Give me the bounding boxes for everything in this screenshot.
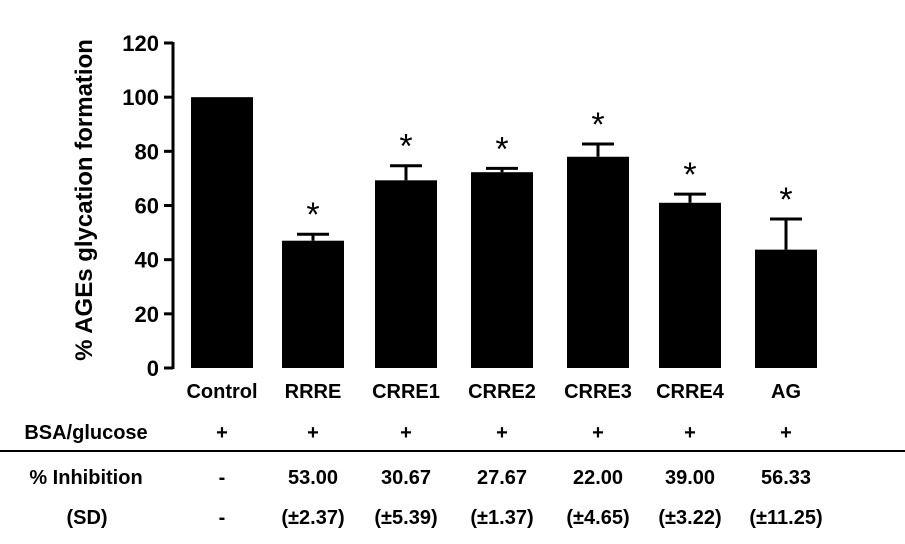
table-cell: + <box>400 422 412 444</box>
table-cell: (±5.39) <box>374 507 437 529</box>
table-cell: (±4.65) <box>566 507 629 529</box>
category-label: AG <box>771 381 801 403</box>
table-cell: + <box>780 422 792 444</box>
table-cell: 27.67 <box>477 467 527 489</box>
significance-marker: * <box>683 156 696 194</box>
table-cell: + <box>496 422 508 444</box>
y-tick-label: 40 <box>135 248 159 273</box>
table-cell: 22.00 <box>573 467 623 489</box>
significance-marker: * <box>495 130 508 168</box>
table-cell: - <box>219 507 226 529</box>
significance-marker: * <box>779 181 792 219</box>
table-row-label: (SD) <box>66 507 107 529</box>
table-cell: + <box>684 422 696 444</box>
y-tick-label: 60 <box>135 194 159 219</box>
category-label: Control <box>186 381 257 403</box>
bar <box>471 172 533 368</box>
table-cell: 56.33 <box>761 467 811 489</box>
table-cell: (±3.22) <box>658 507 721 529</box>
table-cell: (±2.37) <box>281 507 344 529</box>
bar <box>567 156 629 368</box>
table-cell: + <box>592 422 604 444</box>
table-cell: 39.00 <box>665 467 715 489</box>
treatment-table: BSA/glucose + + + + + + + % Inhibition - 53.00 30.6… <box>24 422 822 529</box>
category-label: RRRE <box>285 381 342 403</box>
y-axis-label: % AGEs glycation formation <box>71 39 98 361</box>
table-cell: 53.00 <box>288 467 338 489</box>
bar <box>375 180 437 368</box>
table-cell: (±1.37) <box>470 507 533 529</box>
y-tick-label: 120 <box>122 31 159 56</box>
table-cell: (±11.25) <box>749 507 822 529</box>
category-labels: Control RRRE CRRE1 CRRE2 CRRE3 CRRE4 AG <box>186 381 801 403</box>
table-row-label: BSA/glucose <box>24 422 147 444</box>
table-cell: 30.67 <box>381 467 431 489</box>
bar <box>282 240 344 368</box>
significance-marker: * <box>399 128 412 166</box>
table-cell: + <box>216 422 228 444</box>
bar <box>755 249 817 368</box>
bar <box>191 97 253 369</box>
y-tick-label: 80 <box>135 139 159 164</box>
category-label: CRRE1 <box>372 381 440 403</box>
table-cell: - <box>219 467 226 489</box>
category-label: CRRE4 <box>656 381 725 403</box>
y-tick-label: 20 <box>135 302 159 327</box>
bars: * * * * * * <box>191 97 817 369</box>
y-tick-label: 100 <box>122 85 159 110</box>
significance-marker: * <box>591 106 604 144</box>
y-tick-label: 0 <box>147 356 159 381</box>
table-cell: + <box>307 422 319 444</box>
category-label: CRRE3 <box>564 381 632 403</box>
significance-marker: * <box>306 196 319 234</box>
table-row-label: % Inhibition <box>29 467 142 489</box>
y-axis: 0 20 40 60 80 100 120 <box>122 31 175 381</box>
category-label: CRRE2 <box>468 381 536 403</box>
bar <box>659 202 721 368</box>
